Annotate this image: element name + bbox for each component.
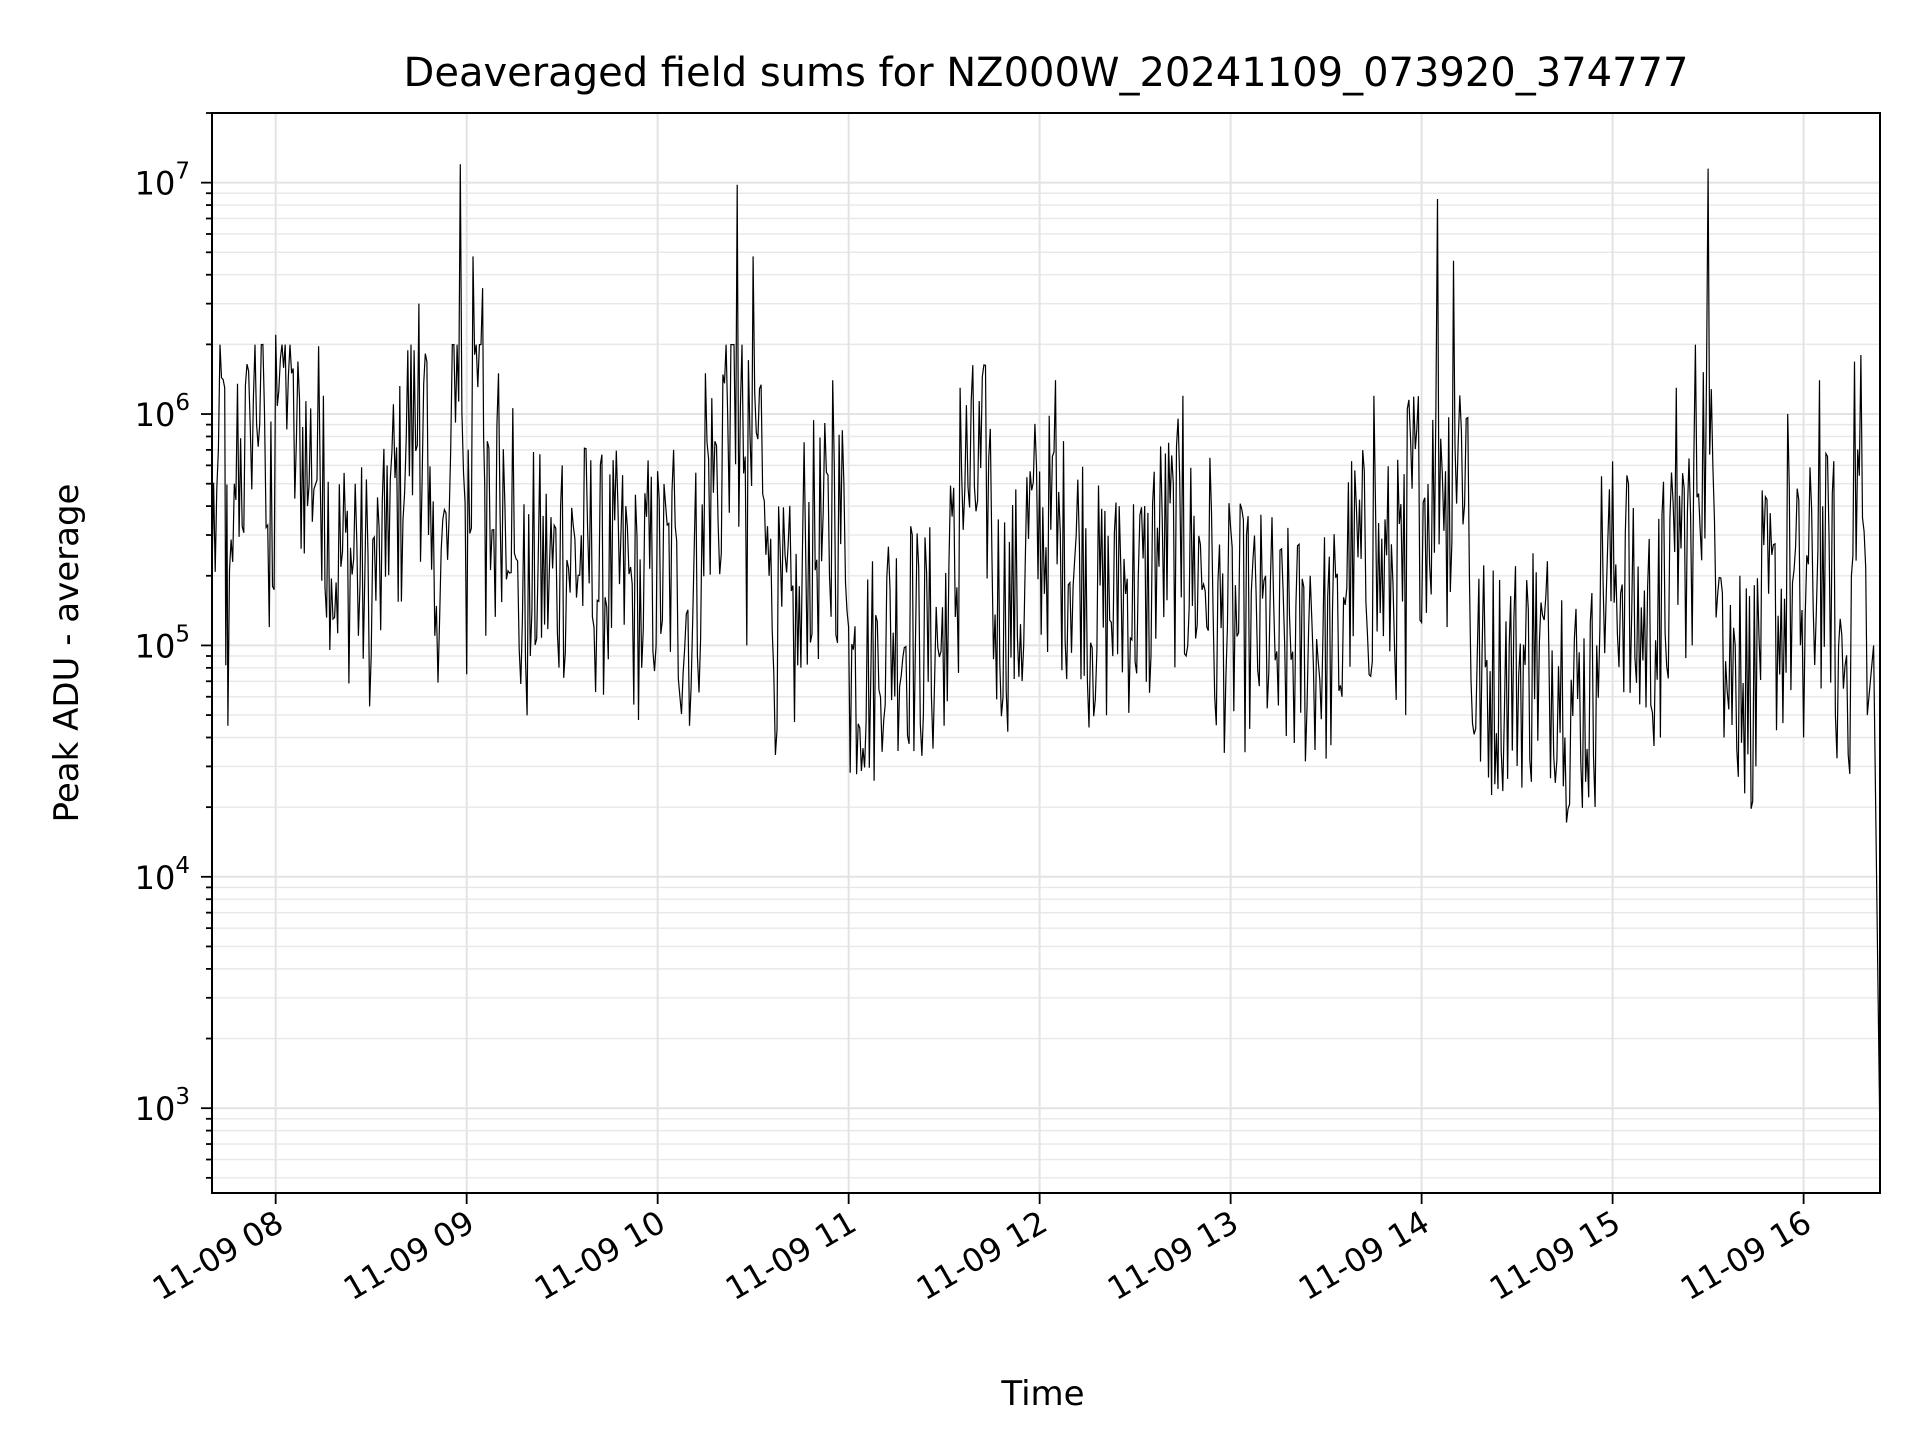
y-tick-label: 107	[135, 159, 190, 203]
y-tick-label: 103	[135, 1084, 190, 1128]
chart-title: Deaveraged field sums for NZ000W_2024110…	[404, 50, 1689, 96]
y-tick-label-exponent: 5	[175, 621, 190, 647]
y-tick-label-exponent: 7	[175, 159, 190, 185]
series-line	[211, 164, 1881, 1145]
y-tick-label-base: 10	[135, 859, 176, 897]
y-tick-label-exponent: 6	[175, 390, 190, 416]
y-tick-label: 105	[135, 621, 190, 665]
y-axis-label: Peak ADU - average	[47, 484, 87, 823]
y-tick-label-exponent: 3	[175, 1084, 190, 1110]
y-tick-label-base: 10	[135, 627, 176, 665]
x-axis-label: Time	[1000, 1374, 1084, 1414]
y-tick-label: 106	[135, 390, 190, 434]
y-tick-label: 104	[135, 853, 190, 897]
y-tick-label-exponent: 4	[175, 853, 190, 879]
y-tick-label-base: 10	[135, 1090, 176, 1128]
y-tick-label-base: 10	[135, 165, 176, 203]
plot-frame	[211, 112, 1881, 1194]
y-tick-label-base: 10	[135, 396, 176, 434]
series-layer	[211, 164, 1881, 1145]
